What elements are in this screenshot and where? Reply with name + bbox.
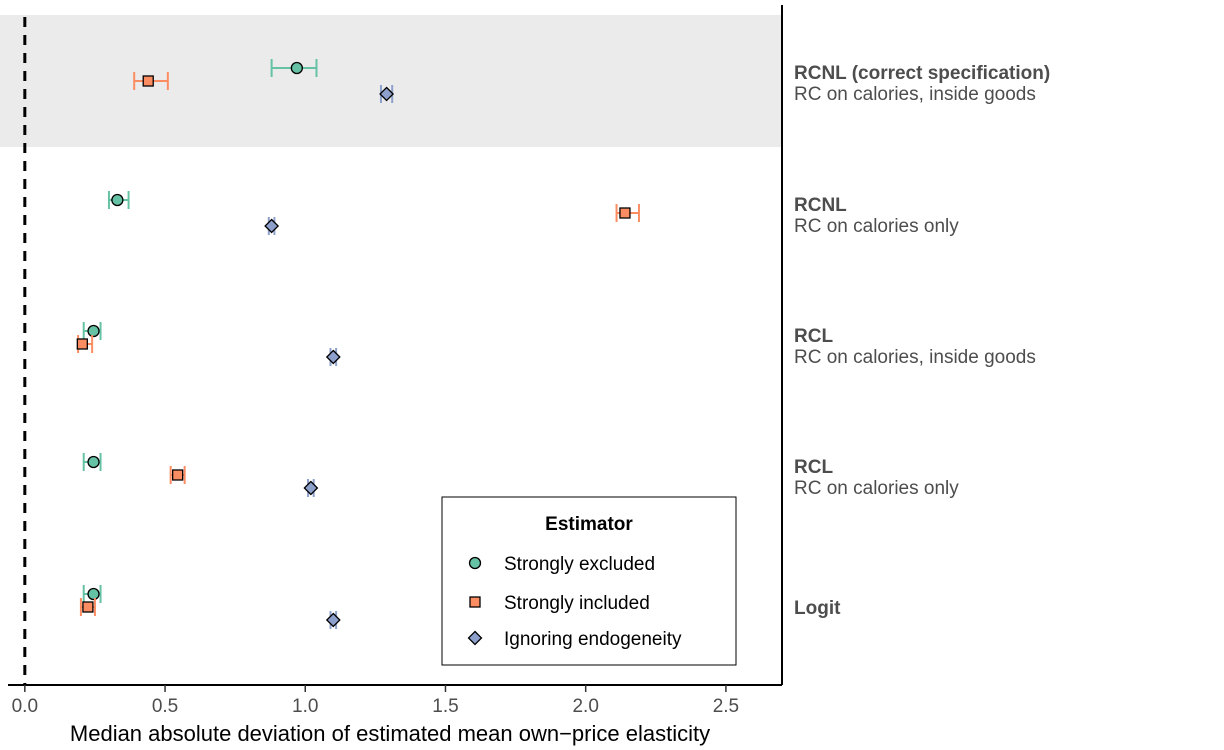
data-point-group: [303, 479, 319, 497]
data-point-group: [325, 348, 341, 366]
legend-entries: Strongly excluded Strongly included Ignori…: [467, 554, 682, 650]
data-point-diamond: [264, 218, 280, 234]
data-marks-layer: [76, 59, 640, 629]
highlight-band: [0, 15, 782, 147]
data-point-circle: [87, 455, 100, 469]
row-subtitle: RC on calories only: [794, 478, 959, 499]
legend-entry: Strongly included: [469, 593, 650, 614]
data-point-group: [325, 611, 341, 629]
legend-box: [441, 496, 737, 666]
data-point-circle: [290, 61, 303, 75]
data-point-group: [615, 204, 640, 222]
data-point-diamond: [379, 86, 395, 102]
data-point-square: [172, 469, 184, 481]
data-point-group: [82, 453, 102, 471]
data-point-group: [82, 322, 102, 340]
row-subtitle: RC on calories, inside goods: [794, 347, 1036, 368]
legend-label: Strongly excluded: [504, 554, 655, 575]
row-subtitle: RC on calories only: [794, 216, 959, 237]
x-tick-label: 1.5: [432, 696, 458, 717]
data-point-group: [79, 598, 96, 616]
data-point-group: [133, 72, 169, 90]
x-axis-title: Median absolute deviation of estimated m…: [70, 721, 710, 746]
x-ticks-layer: 0.0 0.5 1.0 1.5 2.0 2.5: [12, 685, 739, 717]
data-point-square: [76, 338, 88, 350]
data-point-square: [82, 601, 94, 613]
data-point-square: [619, 207, 631, 219]
legend-title: Estimator: [545, 514, 633, 535]
legend: Estimator Strongly excluded Strongly incl…: [441, 496, 737, 666]
row-subtitle: RC on calories, inside goods: [794, 84, 1036, 105]
x-tick-label: 2.5: [713, 696, 739, 717]
row-title: Logit: [794, 598, 841, 619]
x-tick-label: 2.0: [572, 696, 598, 717]
row-labels-layer: RCNL (correct specification)RC on calori…: [794, 63, 1050, 619]
data-point-square: [142, 75, 154, 87]
row-title: RCNL (correct specification): [794, 63, 1050, 84]
data-point-group: [264, 217, 280, 235]
legend-key-diamond: [467, 630, 483, 646]
legend-entry: Ignoring endogeneity: [467, 629, 682, 650]
data-point-group: [82, 585, 102, 603]
row-title: RCNL: [794, 195, 847, 216]
legend-entry: Strongly excluded: [468, 554, 655, 575]
data-point-group: [169, 466, 186, 484]
data-point-diamond: [303, 480, 319, 496]
legend-key-circle: [468, 556, 482, 570]
data-point-group: [76, 335, 94, 353]
legend-label: Ignoring endogeneity: [504, 629, 682, 650]
data-point-circle: [111, 193, 124, 207]
legend-key-square: [469, 596, 481, 608]
data-point-diamond: [325, 612, 341, 628]
legend-label: Strongly included: [504, 593, 650, 614]
data-point-group: [107, 191, 130, 209]
row-title: RCL: [794, 326, 833, 347]
data-point-circle: [87, 324, 100, 338]
data-point-group: [270, 59, 318, 77]
data-point-group: [379, 85, 395, 103]
x-tick-label: 0.5: [152, 696, 178, 717]
x-tick-label: 1.0: [292, 696, 318, 717]
row-title: RCL: [794, 457, 833, 478]
data-point-circle: [87, 587, 100, 601]
x-tick-label: 0.0: [12, 696, 38, 717]
data-point-diamond: [325, 349, 341, 365]
